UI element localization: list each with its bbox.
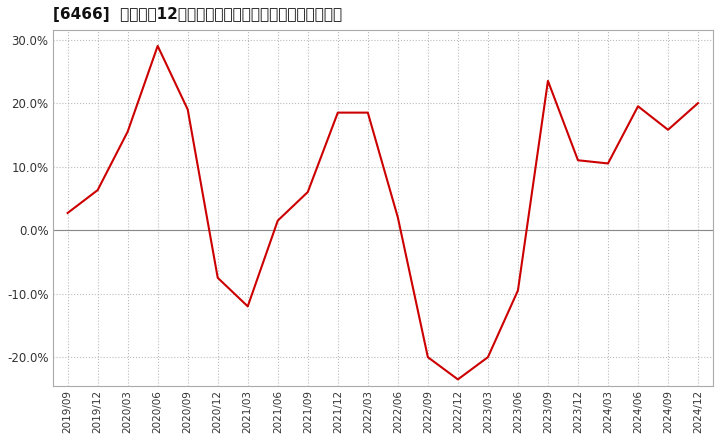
Text: [6466]  売上高の12か月移動合計の対前年同期増減率の推移: [6466] 売上高の12か月移動合計の対前年同期増減率の推移	[53, 7, 342, 22]
